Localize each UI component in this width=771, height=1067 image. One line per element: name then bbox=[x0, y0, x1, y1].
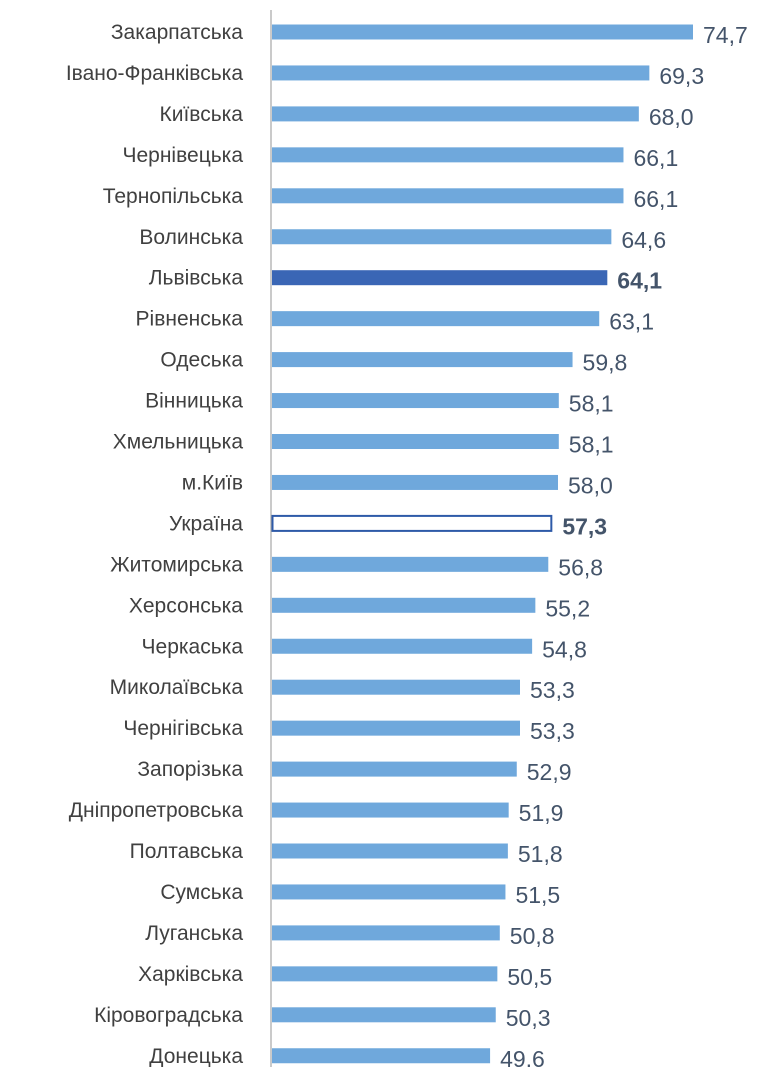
category-label: Київська bbox=[160, 103, 244, 126]
bar bbox=[272, 229, 612, 245]
value-label: 66,1 bbox=[633, 186, 678, 212]
category-label: Чернівецька bbox=[122, 144, 243, 167]
bar bbox=[272, 147, 624, 163]
category-label: Україна bbox=[169, 512, 243, 535]
value-label: 68,0 bbox=[649, 104, 694, 130]
value-label: 51,5 bbox=[515, 882, 560, 908]
category-label: Волинська bbox=[139, 226, 243, 249]
category-label: Хмельницька bbox=[113, 431, 244, 454]
category-label: Харківська bbox=[138, 963, 243, 986]
bar bbox=[272, 884, 506, 900]
value-label: 58,1 bbox=[569, 391, 614, 417]
category-label: Полтавська bbox=[130, 840, 244, 863]
bar bbox=[272, 843, 508, 859]
category-label: Івано-Франківська bbox=[66, 62, 243, 85]
bar bbox=[272, 393, 559, 409]
category-label: Чернігівська bbox=[123, 717, 243, 740]
value-label: 57,3 bbox=[562, 513, 607, 539]
bar bbox=[272, 352, 573, 368]
value-label: 74,7 bbox=[703, 22, 748, 48]
bar bbox=[271, 514, 553, 532]
value-label: 66,1 bbox=[633, 145, 678, 171]
value-label: 64,6 bbox=[621, 227, 666, 253]
bar bbox=[272, 270, 608, 286]
value-label: 50,3 bbox=[506, 1005, 551, 1031]
category-label: Черкаська bbox=[142, 635, 244, 658]
value-label: 53,3 bbox=[530, 718, 575, 744]
bar bbox=[272, 106, 639, 122]
category-label: Житомирська bbox=[110, 553, 243, 576]
value-label: 63,1 bbox=[609, 309, 654, 335]
category-label: Запорізька bbox=[137, 758, 243, 781]
value-label: 54,8 bbox=[542, 636, 587, 662]
category-label: м.Київ bbox=[182, 471, 243, 494]
value-label: 52,9 bbox=[527, 759, 572, 785]
value-label: 53,3 bbox=[530, 677, 575, 703]
bar bbox=[272, 311, 600, 327]
category-label: Донецька bbox=[149, 1045, 243, 1067]
category-label: Закарпатська bbox=[111, 21, 243, 44]
bar bbox=[272, 65, 650, 81]
bar bbox=[272, 761, 517, 777]
value-label: 69,3 bbox=[659, 63, 704, 89]
category-label: Сумська bbox=[160, 881, 243, 904]
category-label: Тернопільська bbox=[103, 185, 244, 208]
value-label: 50,5 bbox=[507, 964, 552, 990]
bar bbox=[272, 1007, 496, 1023]
bar bbox=[272, 966, 498, 982]
bar bbox=[272, 474, 558, 490]
category-label: Дніпропетровська bbox=[69, 799, 244, 822]
bar bbox=[272, 679, 520, 695]
bar bbox=[272, 925, 500, 941]
category-label: Кіровоградська bbox=[94, 1004, 243, 1027]
category-label: Рівненська bbox=[136, 308, 244, 331]
value-label: 50,8 bbox=[510, 923, 555, 949]
bar bbox=[272, 24, 693, 40]
category-label: Луганська bbox=[145, 922, 243, 945]
bar bbox=[272, 638, 533, 654]
category-label: Вінницька bbox=[145, 390, 243, 413]
bar bbox=[272, 434, 559, 449]
category-label: Херсонська bbox=[129, 594, 243, 617]
value-label: 58,1 bbox=[569, 432, 614, 458]
value-label: 51,9 bbox=[519, 800, 564, 826]
category-label: Миколаївська bbox=[110, 676, 244, 699]
value-label: 56,8 bbox=[558, 554, 603, 580]
value-label: 51,8 bbox=[518, 841, 563, 867]
category-label: Львівська bbox=[149, 267, 244, 290]
bar bbox=[272, 1048, 491, 1064]
value-label: 59,8 bbox=[583, 350, 628, 376]
category-label: Одеська bbox=[160, 349, 243, 372]
bar bbox=[272, 802, 509, 818]
bar bbox=[272, 188, 624, 204]
bar bbox=[272, 556, 549, 572]
value-label: 58,0 bbox=[568, 472, 613, 498]
bar bbox=[272, 597, 536, 613]
bar bbox=[272, 720, 520, 736]
value-label: 49,6 bbox=[500, 1046, 545, 1067]
value-label: 55,2 bbox=[545, 595, 590, 621]
value-label: 64,1 bbox=[617, 268, 662, 294]
